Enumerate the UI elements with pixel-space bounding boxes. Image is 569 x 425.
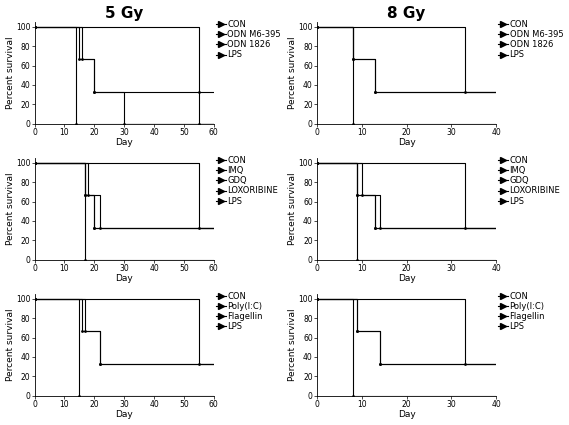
Legend: CON, ODN M6-395, ODN 1826, LPS: CON, ODN M6-395, ODN 1826, LPS	[498, 20, 563, 60]
Y-axis label: Percent survival: Percent survival	[288, 37, 297, 109]
Legend: CON, ODN M6-395, ODN 1826, LPS: CON, ODN M6-395, ODN 1826, LPS	[216, 20, 281, 60]
Legend: CON, IMQ, GDQ, LOXORIBINE, LPS: CON, IMQ, GDQ, LOXORIBINE, LPS	[498, 156, 560, 206]
X-axis label: Day: Day	[116, 275, 133, 283]
X-axis label: Day: Day	[116, 139, 133, 147]
X-axis label: Day: Day	[398, 411, 415, 419]
Title: 5 Gy: 5 Gy	[105, 6, 143, 20]
Y-axis label: Percent survival: Percent survival	[6, 173, 15, 245]
Legend: CON, Poly(I:C), Flagellin, LPS: CON, Poly(I:C), Flagellin, LPS	[498, 292, 545, 332]
Y-axis label: Percent survival: Percent survival	[288, 173, 297, 245]
X-axis label: Day: Day	[116, 411, 133, 419]
X-axis label: Day: Day	[398, 275, 415, 283]
Y-axis label: Percent survival: Percent survival	[6, 309, 15, 381]
Title: 8 Gy: 8 Gy	[387, 6, 426, 20]
Legend: CON, Poly(I:C), Flagellin, LPS: CON, Poly(I:C), Flagellin, LPS	[216, 292, 263, 332]
Y-axis label: Percent survival: Percent survival	[288, 309, 297, 381]
Legend: CON, IMQ, GDQ, LOXORIBINE, LPS: CON, IMQ, GDQ, LOXORIBINE, LPS	[216, 156, 278, 206]
X-axis label: Day: Day	[398, 139, 415, 147]
Y-axis label: Percent survival: Percent survival	[6, 37, 15, 109]
